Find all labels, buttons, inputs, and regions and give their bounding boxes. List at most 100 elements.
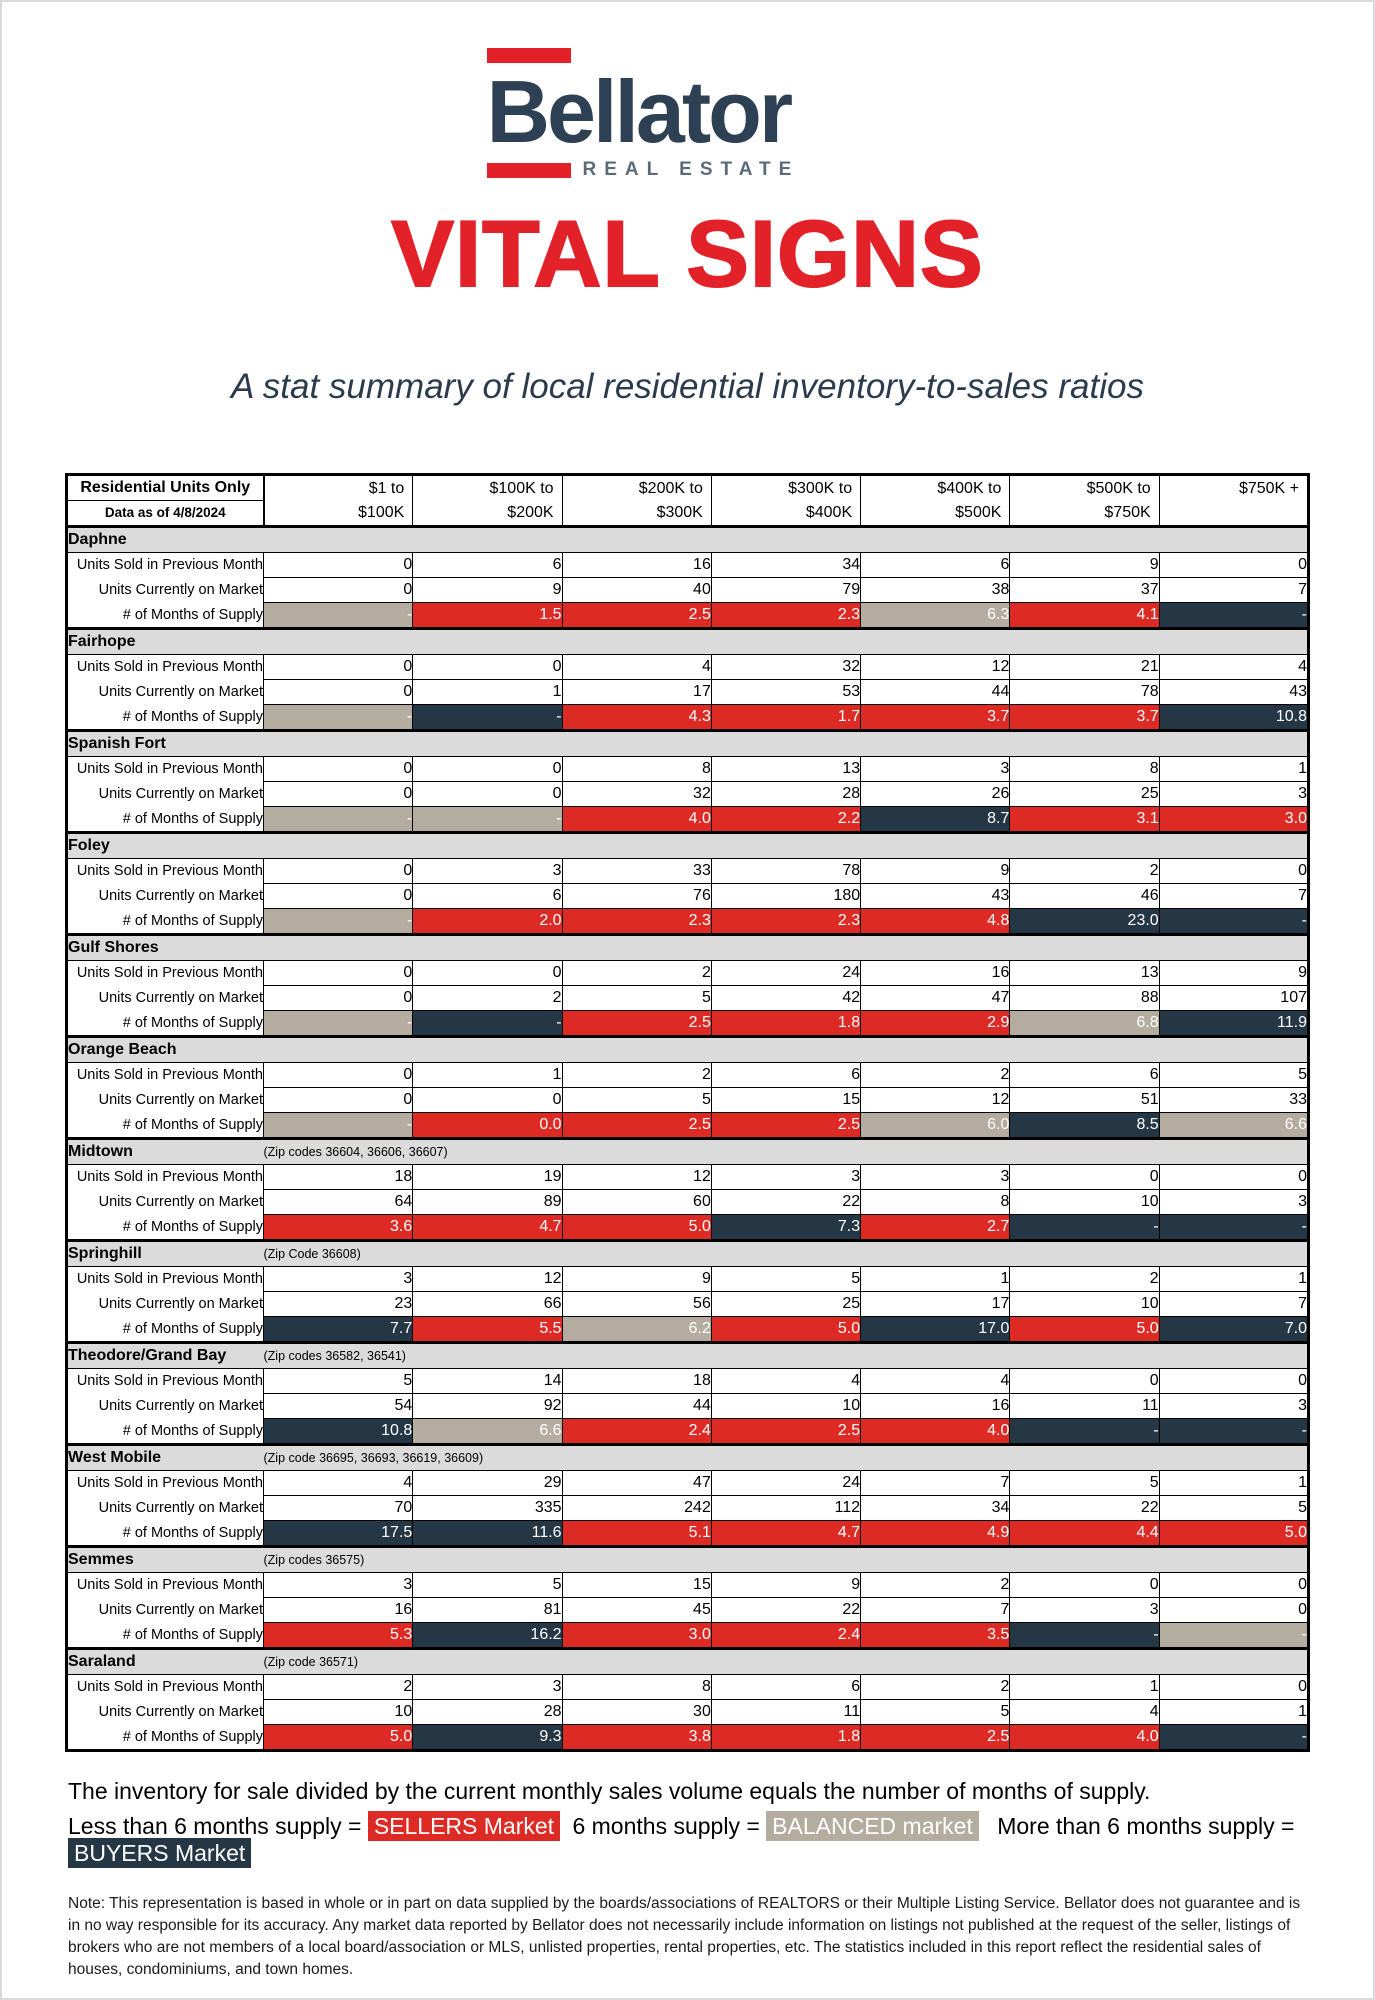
units-sold-row: Units Sold in Previous Month 4 29 47 24 7 5 1 (66, 1470, 1310, 1497)
units-cell: 32 (710, 654, 862, 681)
supply-cell-buyers: 17.5 (262, 1520, 414, 1548)
row-label: # of Months of Supply (66, 1418, 264, 1445)
supply-cell-balanced: - (412, 806, 563, 834)
price-line: $100K (358, 503, 405, 521)
price-line: $300K (656, 503, 703, 521)
row-label: Units Sold in Previous Month (66, 1062, 264, 1088)
units-cell: 4 (1158, 654, 1310, 681)
units-cell: 7 (1158, 883, 1310, 910)
units-cell: 3 (412, 858, 563, 885)
supply-cell-balanced: - (262, 602, 414, 630)
units-cell: 25 (1009, 781, 1160, 808)
section-area-name: Semmes (66, 1545, 264, 1574)
units-cell: 16 (262, 1597, 414, 1624)
logo-bottom-row: REAL ESTATE (486, 159, 889, 181)
units-cell: 16 (561, 552, 712, 579)
supply-cell-sellers: 2.2 (710, 806, 862, 834)
units-cell: 40 (561, 577, 712, 604)
supply-cell-buyers: 7.7 (262, 1316, 414, 1344)
units-cell: 22 (1009, 1495, 1160, 1522)
row-label: # of Months of Supply (66, 1622, 264, 1649)
units-on-market-row: Units Currently on Market 23 66 56 25 17 10 7 (66, 1291, 1310, 1318)
units-cell: 3 (1158, 1189, 1310, 1216)
units-cell: 0 (1009, 1572, 1160, 1599)
price-line: $200K to (638, 479, 703, 497)
supply-cell-buyers: - (1009, 1622, 1160, 1650)
row-label: Units Sold in Previous Month (66, 756, 264, 782)
units-cell: 2 (561, 1062, 712, 1089)
units-cell: 43 (1158, 679, 1310, 706)
units-cell: 30 (561, 1699, 712, 1726)
supply-cell-buyers: 11.9 (1158, 1010, 1310, 1038)
supply-cell-sellers: 2.4 (710, 1622, 862, 1650)
supply-cell-buyers: 11.6 (412, 1520, 563, 1548)
section-header-row: Spanish Fort (66, 729, 1309, 758)
supply-cell-sellers: 0.0 (412, 1112, 563, 1140)
row-label: Units Currently on Market (66, 1393, 264, 1419)
units-on-market-row: Units Currently on Market 54 92 44 10 16 11 3 (66, 1393, 1310, 1420)
units-cell: 26 (860, 781, 1011, 808)
price-column-header: $750K + (1158, 474, 1309, 529)
corner-header-cell: Residential Units Only Data as of 4/8/20… (66, 474, 265, 529)
row-label: Units Currently on Market (66, 1189, 264, 1215)
units-cell: 1 (412, 1062, 563, 1089)
row-label: # of Months of Supply (66, 1010, 264, 1037)
row-label: Units Currently on Market (66, 781, 264, 807)
section-header-row: Theodore/Grand Bay (Zip codes 36582, 3654… (66, 1341, 1309, 1370)
units-sold-row: Units Sold in Previous Month 5 14 18 4 4 0 0 (66, 1368, 1310, 1395)
supply-cell-buyers: 8.5 (1009, 1112, 1160, 1140)
units-cell: 47 (860, 985, 1011, 1012)
price-line: $1 to (368, 479, 405, 497)
row-label: # of Months of Supply (66, 1112, 264, 1139)
row-label: Units Currently on Market (66, 1291, 264, 1317)
units-cell: 1 (1009, 1674, 1160, 1701)
supply-explanation: The inventory for sale divided by the cu… (68, 1778, 1151, 1805)
units-cell: 0 (1158, 858, 1310, 885)
units-cell: 1 (1158, 1699, 1310, 1726)
units-cell: 37 (1009, 577, 1160, 604)
supply-cell-buyers: - (412, 1010, 563, 1038)
supply-cell-sellers: 5.1 (561, 1520, 712, 1548)
supply-cell-sellers: 3.0 (1158, 806, 1310, 834)
units-cell: 9 (1158, 960, 1310, 987)
units-on-market-row: Units Currently on Market 70 335 242 112 34 22… (66, 1495, 1310, 1522)
supply-cell-sellers: 1.7 (710, 704, 862, 732)
months-of-supply-row: # of Months of Supply 10.8 6.6 2.4 2.5 4.0- - (66, 1418, 1310, 1446)
price-line: $500K (955, 503, 1002, 521)
units-cell: 23 (262, 1291, 414, 1318)
supply-cell-sellers: 4.0 (1009, 1724, 1160, 1752)
units-cell: 2 (860, 1674, 1011, 1701)
units-cell: 11 (1009, 1393, 1160, 1420)
units-sold-row: Units Sold in Previous Month 18 19 12 3 3 0 0 (66, 1164, 1310, 1191)
logo-tagline: REAL ESTATE (582, 159, 800, 181)
units-sold-row: Units Sold in Previous Month 0 1 2 6 2 6 5 (66, 1062, 1310, 1089)
supply-cell-sellers: 4.0 (561, 806, 712, 834)
supply-cell-balanced: - (262, 1112, 414, 1140)
supply-cell-sellers: 5.0 (561, 1214, 712, 1242)
supply-cell-buyers: 10.8 (262, 1418, 414, 1446)
supply-cell-buyers: 23.0 (1009, 908, 1160, 936)
units-cell: 112 (710, 1495, 862, 1522)
row-label: # of Months of Supply (66, 704, 264, 731)
units-cell: 14 (412, 1368, 563, 1395)
units-cell: 9 (710, 1572, 862, 1599)
units-cell: 11 (710, 1699, 862, 1726)
units-cell: 3 (860, 1164, 1011, 1191)
units-sold-row: Units Sold in Previous Month 0 0 8 13 3 8 1 (66, 756, 1310, 783)
section-zip-note: (Zip codes 36604, 36606, 36607) (263, 1137, 1309, 1166)
row-label: Units Currently on Market (66, 577, 264, 603)
units-cell: 8 (860, 1189, 1011, 1216)
supply-cell-sellers: 4.1 (1009, 602, 1160, 630)
section-area-name: West Mobile (66, 1443, 264, 1472)
units-cell: 0 (1158, 1368, 1310, 1395)
units-cell: 12 (860, 654, 1011, 681)
units-cell: 0 (262, 883, 414, 910)
units-cell: 88 (1009, 985, 1160, 1012)
units-cell: 25 (710, 1291, 862, 1318)
units-cell: 5 (561, 1087, 712, 1114)
units-on-market-row: Units Currently on Market 16 81 45 22 7 3 0 (66, 1597, 1310, 1624)
row-label: Units Currently on Market (66, 883, 264, 909)
section-area-name: Gulf Shores (66, 933, 264, 962)
row-label: Units Sold in Previous Month (66, 654, 264, 680)
